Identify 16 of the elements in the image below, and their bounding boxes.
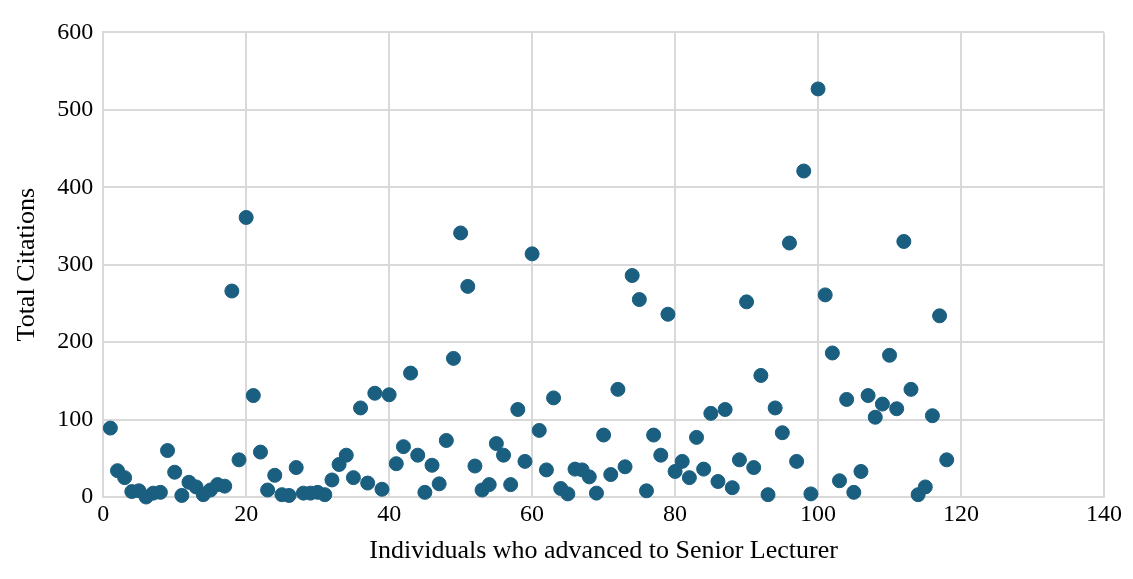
- y-tick-label: 400: [57, 172, 94, 199]
- y-tick-label: 300: [57, 250, 94, 276]
- x-axis-title: Individuals who advanced to Senior Lecturer: [369, 535, 839, 565]
- x-tick-label: 60: [520, 499, 545, 526]
- x-tick-label: 40: [377, 499, 402, 526]
- y-tick-label: 100: [57, 404, 94, 431]
- x-tick-label: 120: [943, 499, 980, 526]
- x-tick-label: 140: [1086, 499, 1122, 526]
- y-tick-label: 200: [57, 327, 94, 354]
- x-tick-label: 80: [663, 499, 688, 526]
- x-tick-label: 100: [800, 499, 837, 526]
- y-tick-label: 0: [81, 482, 94, 509]
- y-tick-label: 600: [57, 17, 94, 44]
- x-tick-label: 20: [234, 499, 259, 526]
- y-axis-title: Total Citations: [11, 187, 41, 342]
- y-tick-label: 500: [57, 95, 94, 122]
